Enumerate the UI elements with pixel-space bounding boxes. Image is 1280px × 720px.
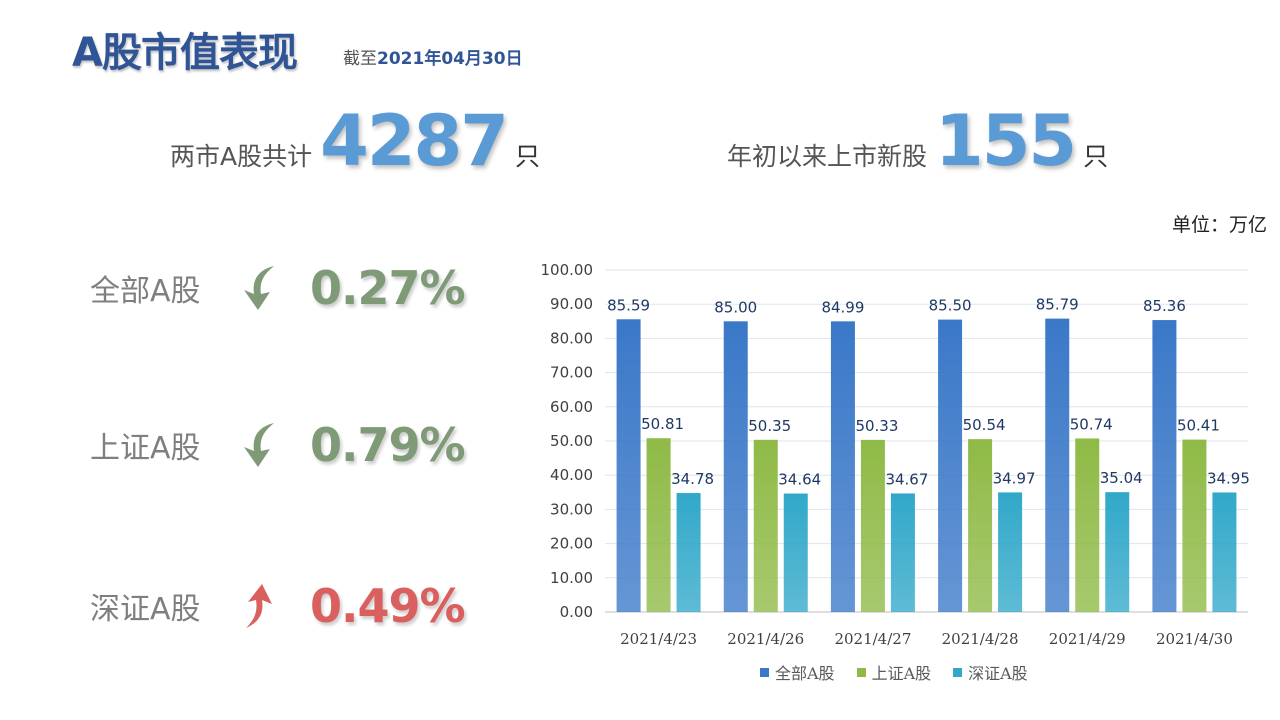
chart-legend: 全部A股 上证A股 深证A股 <box>760 660 1028 684</box>
data-label: 85.79 <box>1036 296 1079 314</box>
curved-arrow-down-icon <box>240 263 310 313</box>
bar <box>646 438 671 612</box>
performance-row-all: 全部A股 0.27% <box>90 258 466 318</box>
bar <box>890 493 915 612</box>
data-label: 85.59 <box>607 296 650 314</box>
y-tick-label: 100.00 <box>541 261 594 279</box>
legend-item-shenzhen: 深证A股 <box>953 660 1028 684</box>
total-stocks-stat: 两市A股共计 4287 只 <box>170 100 540 182</box>
x-tick-label: 2021/4/30 <box>1156 630 1233 648</box>
y-tick-label: 70.00 <box>550 364 593 382</box>
performance-change: 0.27% <box>310 261 466 315</box>
new-listings-label: 年初以来上市新股 <box>727 142 928 171</box>
data-label: 50.35 <box>748 417 791 435</box>
bar <box>1182 439 1207 612</box>
as-of-label: 截至 <box>343 49 377 69</box>
total-stocks-value: 4287 <box>320 100 509 182</box>
data-label: 34.97 <box>993 469 1036 487</box>
data-label: 85.00 <box>714 298 757 316</box>
unit-label: 单位：万亿 <box>1172 214 1268 236</box>
y-tick-label: 90.00 <box>550 295 593 313</box>
performance-name: 深证A股 <box>90 592 201 627</box>
y-tick-label: 40.00 <box>550 466 593 484</box>
data-label: 35.04 <box>1100 469 1143 487</box>
y-tick-label: 0.00 <box>560 603 593 621</box>
data-label: 34.64 <box>778 471 821 489</box>
y-tick-label: 80.00 <box>550 329 593 347</box>
y-tick-label: 60.00 <box>550 398 593 416</box>
performance-name: 上证A股 <box>90 431 201 466</box>
performance-change: 0.79% <box>310 418 466 472</box>
bar <box>968 439 993 612</box>
y-tick-label: 50.00 <box>550 432 593 450</box>
legend-label: 上证A股 <box>871 664 932 683</box>
total-stocks-label: 两市A股共计 <box>170 142 313 171</box>
legend-item-all: 全部A股 <box>760 660 835 684</box>
bar <box>1075 438 1100 612</box>
bar <box>938 319 963 612</box>
x-tick-label: 2021/4/29 <box>1049 630 1126 648</box>
bar <box>1045 318 1070 612</box>
data-label: 50.74 <box>1070 415 1113 433</box>
page-title: A股市值表现 <box>72 30 298 76</box>
bar <box>753 439 778 612</box>
data-label: 34.95 <box>1207 469 1250 487</box>
bar <box>783 493 808 612</box>
legend-label: 全部A股 <box>775 664 835 683</box>
x-tick-label: 2021/4/26 <box>727 630 804 648</box>
x-tick-label: 2021/4/27 <box>834 630 911 648</box>
data-label: 34.67 <box>885 470 928 488</box>
bar <box>1105 492 1130 612</box>
bar <box>723 321 748 612</box>
x-tick-label: 2021/4/28 <box>942 630 1019 648</box>
as-of-date: 截至2021年04月30日 <box>343 44 523 69</box>
new-listings-stat: 年初以来上市新股 155 只 <box>727 100 1108 182</box>
legend-swatch <box>856 667 866 677</box>
bar <box>1212 492 1237 612</box>
data-label: 50.81 <box>641 415 684 433</box>
as-of-date-value: 2021年04月30日 <box>377 49 523 69</box>
data-label: 84.99 <box>821 298 864 316</box>
bar <box>998 492 1023 612</box>
performance-change: 0.49% <box>310 579 466 633</box>
bar <box>1152 320 1177 612</box>
market-cap-bar-chart: 0.00 10.00 20.00 30.00 40.00 50.00 60.00 70.00 8… <box>541 261 1250 648</box>
data-label: 50.54 <box>963 416 1006 434</box>
x-tick-label: 2021/4/23 <box>620 630 697 648</box>
performance-name: 全部A股 <box>90 274 201 309</box>
performance-row-shanghai: 上证A股 0.79% <box>90 415 466 475</box>
data-label: 85.50 <box>929 297 972 315</box>
legend-item-shanghai: 上证A股 <box>856 660 932 684</box>
bar <box>616 319 641 612</box>
legend-swatch <box>953 667 963 677</box>
y-tick-label: 20.00 <box>550 535 593 553</box>
data-label: 34.78 <box>671 470 714 488</box>
total-stocks-unit: 只 <box>514 142 540 171</box>
curved-arrow-down-icon <box>240 420 310 470</box>
bar <box>860 439 885 612</box>
data-label: 50.33 <box>855 417 898 435</box>
performance-row-shenzhen: 深证A股 0.49% <box>90 576 466 636</box>
legend-swatch <box>760 667 769 677</box>
legend-label: 深证A股 <box>968 664 1028 683</box>
y-tick-label: 30.00 <box>550 500 593 518</box>
new-listings-unit: 只 <box>1083 142 1109 171</box>
curved-arrow-up-icon <box>240 581 310 631</box>
bar <box>830 321 855 612</box>
y-tick-label: 10.00 <box>550 569 593 587</box>
bar <box>676 493 701 612</box>
new-listings-value: 155 <box>935 100 1077 182</box>
data-label: 50.41 <box>1177 417 1220 435</box>
data-label: 85.36 <box>1143 297 1186 315</box>
